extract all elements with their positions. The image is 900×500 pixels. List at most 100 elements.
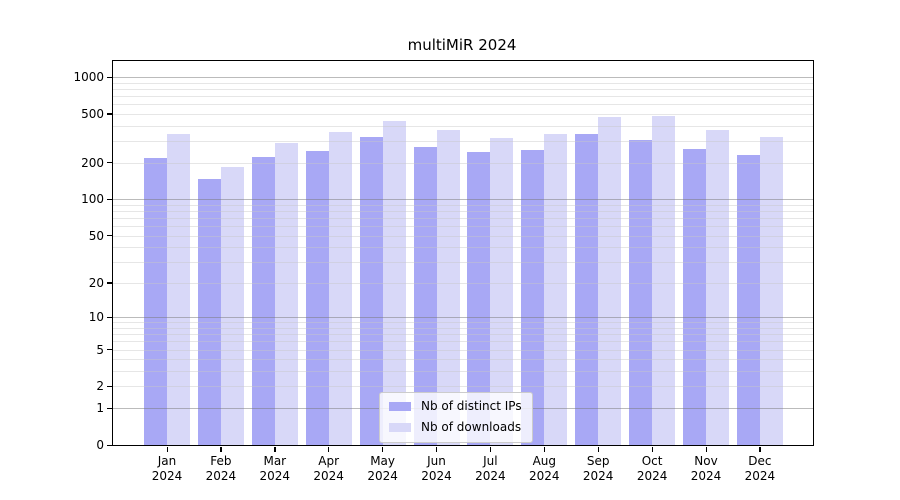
y-axis-tick-label-2: 2 [96,379,104,394]
x-axis-tick-feb [220,447,222,452]
x-axis-tick-label-jun: Jun 2024 [421,454,452,483]
legend-swatch-distinct-ips [389,402,411,411]
gridline-minor-60 [113,226,813,228]
x-axis-tick-oct [651,447,653,452]
gridline-minor-40 [113,247,813,249]
gridline-minor-90 [113,204,813,206]
bar-nb-of-downloads-sep [598,117,622,445]
legend-label-distinct-ips: Nb of distinct IPs [421,399,522,413]
bar-nb-of-distinct-ips-nov [683,149,706,445]
gridline-minor-5 [113,349,813,351]
x-axis-tick-label-sep: Sep 2024 [582,454,614,483]
y-axis-tick-5 [107,349,112,351]
y-axis-tick-label-20: 20 [88,275,104,290]
gridline-minor-50 [113,235,813,237]
gridline-major-10 [113,317,813,319]
bar-nb-of-downloads-jan [167,133,190,445]
bar-nb-of-downloads-mar [274,143,298,445]
bar-nb-of-downloads-jul [490,138,514,445]
bar-nb-of-downloads-oct [652,115,676,445]
bar-nb-of-distinct-ips-oct [629,140,653,445]
x-axis-tick-label-nov: Nov 2024 [690,454,722,483]
x-axis-tick-may [382,447,384,452]
legend-label-downloads: Nb of downloads [421,420,522,434]
y-axis-tick-label-10: 10 [88,310,104,325]
y-axis-tick-label-100: 100 [81,192,104,207]
x-axis-tick-label-may: May 2024 [367,454,398,483]
x-axis-tick-apr [328,447,330,452]
chart-title: multiMiR 2024 [407,36,517,54]
y-axis-tick-0 [107,444,112,446]
bar-nb-of-downloads-feb [220,166,244,445]
y-axis-tick-50 [107,235,112,237]
bar-nb-of-distinct-ips-sep [575,133,599,445]
bar-nb-of-distinct-ips-jul [467,151,491,445]
bar-nb-of-distinct-ips-may [359,137,383,445]
bar-nb-of-distinct-ips-jun [413,147,437,445]
x-axis-tick-dec [759,447,761,452]
y-axis-tick-label-50: 50 [88,228,104,243]
x-axis-tick-label-feb: Feb 2024 [205,454,237,483]
gridline-minor-4 [113,359,813,361]
x-axis-tick-label-oct: Oct 2024 [636,454,668,483]
gridline-major-1000 [113,77,813,78]
gridline-minor-700 [113,95,813,97]
x-axis-tick-jan [166,447,168,452]
bar-nb-of-distinct-ips-apr [305,150,329,445]
bar-nb-of-distinct-ips-aug [521,150,545,445]
y-axis-tick-100 [107,198,112,200]
x-axis-tick-label-apr: Apr 2024 [313,454,344,483]
gridline-major-100 [113,199,813,201]
y-axis-tick-label-500: 500 [81,106,104,121]
x-axis-tick-label-mar: Mar 2024 [259,454,291,483]
gridline-minor-800 [113,88,813,90]
bar-nb-of-distinct-ips-mar [251,156,275,445]
gridline-minor-80 [113,210,813,212]
legend-row-distinct-ips: Nb of distinct IPs [389,398,522,415]
gridline-minor-3 [113,371,813,373]
x-axis-tick-sep [597,447,599,452]
legend-swatch-downloads [389,423,411,432]
gridline-minor-200 [113,162,813,164]
y-axis-tick-1000 [107,76,112,78]
y-axis-tick-1 [107,407,112,409]
gridline-minor-600 [113,104,813,106]
x-axis-tick-label-jul: Jul 2024 [475,454,506,483]
bar-nb-of-downloads-may [382,120,406,445]
plot-area: 0 1 2 5 10 20 50 100 200 500 1000 Jan 2024 Feb 2024 Mar… [73,60,814,483]
bar-nb-of-distinct-ips-feb [197,179,221,445]
y-axis-tick-label-200: 200 [81,155,104,170]
y-axis-tick-label-5: 5 [96,342,104,357]
gridline-minor-300 [113,141,813,142]
x-axis-tick-nov [705,447,707,452]
gridline-minor-900 [113,82,813,84]
bar-nb-of-distinct-ips-jan [144,157,167,445]
y-axis-tick-20 [107,282,112,284]
gridline-minor-30 [113,262,813,264]
bar-nb-of-downloads-jun [436,130,460,445]
x-axis-tick-label-dec: Dec 2024 [744,454,776,483]
gridline-minor-9 [113,322,813,324]
y-axis-tick-2 [107,385,112,388]
bar-nb-of-downloads-dec [759,136,783,445]
y-axis-tick-500 [107,113,112,115]
gridline-minor-500 [113,113,813,115]
legend: Nb of distinct IPs Nb of downloads [379,392,533,443]
y-axis-tick-label-1000: 1000 [73,70,104,84]
x-axis-tick-aug [543,447,546,452]
gridline-minor-7 [113,334,813,336]
x-axis-tick-label-aug: Aug 2024 [529,454,560,483]
bar-nb-of-downloads-aug [544,133,568,445]
gridline-minor-8 [113,327,813,329]
gridline-minor-400 [113,125,813,127]
x-axis-tick-jul [489,447,492,452]
x-axis-tick-label-jan: Jan 2024 [151,454,183,483]
y-axis-tick-10 [107,316,112,319]
gridline-minor-2 [113,386,813,388]
gridline-minor-20 [113,282,813,284]
gridline-minor-70 [113,217,813,219]
legend-row-downloads: Nb of downloads [389,419,522,436]
x-axis-tick-jun [436,447,438,452]
x-axis-tick-mar [274,447,276,452]
